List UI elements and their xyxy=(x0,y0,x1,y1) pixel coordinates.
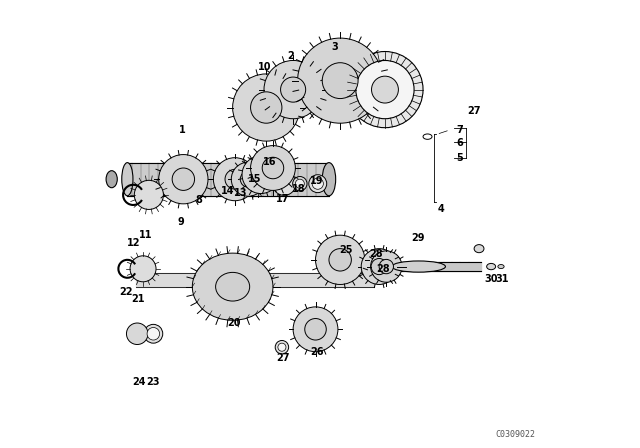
Text: 22: 22 xyxy=(120,287,133,297)
Ellipse shape xyxy=(231,162,266,196)
Text: 19: 19 xyxy=(310,177,323,186)
Text: 5: 5 xyxy=(456,153,463,163)
Text: 29: 29 xyxy=(411,233,424,243)
Text: 13: 13 xyxy=(234,188,248,198)
Text: C0309022: C0309022 xyxy=(495,430,535,439)
Ellipse shape xyxy=(130,256,156,282)
Ellipse shape xyxy=(293,307,338,352)
Ellipse shape xyxy=(273,172,296,195)
Text: 28: 28 xyxy=(369,250,383,259)
Ellipse shape xyxy=(216,272,250,301)
Ellipse shape xyxy=(474,245,484,253)
Text: 4: 4 xyxy=(438,204,444,214)
Ellipse shape xyxy=(371,251,402,282)
Text: 27: 27 xyxy=(467,106,481,116)
Ellipse shape xyxy=(347,52,423,128)
Ellipse shape xyxy=(262,157,284,179)
Ellipse shape xyxy=(106,171,117,188)
Text: 16: 16 xyxy=(263,157,276,167)
Ellipse shape xyxy=(309,175,327,193)
Text: 23: 23 xyxy=(147,377,160,387)
Ellipse shape xyxy=(233,74,300,141)
Ellipse shape xyxy=(192,253,273,320)
Ellipse shape xyxy=(250,92,282,123)
Text: 2: 2 xyxy=(287,51,294,61)
Ellipse shape xyxy=(323,163,336,196)
Text: 6: 6 xyxy=(456,138,463,148)
Text: 25: 25 xyxy=(339,245,353,255)
Ellipse shape xyxy=(159,155,208,204)
Ellipse shape xyxy=(356,60,414,119)
Text: 3: 3 xyxy=(332,42,338,52)
Ellipse shape xyxy=(172,168,195,190)
Text: 31: 31 xyxy=(495,274,509,284)
Ellipse shape xyxy=(213,158,257,201)
Ellipse shape xyxy=(278,343,286,351)
Text: 17: 17 xyxy=(276,194,289,204)
Ellipse shape xyxy=(127,323,148,345)
Text: 11: 11 xyxy=(140,230,153,240)
Text: 28: 28 xyxy=(376,264,390,274)
Ellipse shape xyxy=(486,263,495,270)
Ellipse shape xyxy=(252,166,270,184)
Ellipse shape xyxy=(275,340,289,354)
Ellipse shape xyxy=(251,146,296,190)
Ellipse shape xyxy=(372,76,399,103)
Text: 7: 7 xyxy=(456,125,463,135)
Text: 9: 9 xyxy=(178,217,184,227)
Ellipse shape xyxy=(329,249,351,271)
Text: 12: 12 xyxy=(127,238,141,248)
Text: 18: 18 xyxy=(292,184,305,194)
Text: 15: 15 xyxy=(248,174,262,184)
Ellipse shape xyxy=(298,38,383,123)
Text: 20: 20 xyxy=(227,318,241,327)
Ellipse shape xyxy=(144,324,163,343)
Ellipse shape xyxy=(292,177,307,191)
Text: 24: 24 xyxy=(132,377,146,387)
Text: 30: 30 xyxy=(484,274,498,284)
Ellipse shape xyxy=(264,60,323,119)
Ellipse shape xyxy=(316,235,365,284)
Ellipse shape xyxy=(240,171,257,187)
Ellipse shape xyxy=(242,156,280,194)
Text: 27: 27 xyxy=(276,353,290,363)
Ellipse shape xyxy=(280,77,306,102)
Ellipse shape xyxy=(371,258,387,275)
Text: 10: 10 xyxy=(258,62,271,72)
Ellipse shape xyxy=(498,264,504,269)
Ellipse shape xyxy=(392,261,445,272)
Text: 26: 26 xyxy=(310,347,324,357)
Ellipse shape xyxy=(147,327,159,340)
Ellipse shape xyxy=(122,163,133,196)
Text: 14: 14 xyxy=(221,186,234,196)
Ellipse shape xyxy=(312,178,323,190)
Ellipse shape xyxy=(379,259,394,274)
Ellipse shape xyxy=(361,249,397,284)
Text: 1: 1 xyxy=(179,125,186,135)
Ellipse shape xyxy=(296,179,305,188)
Ellipse shape xyxy=(134,181,163,210)
Ellipse shape xyxy=(225,169,244,189)
Ellipse shape xyxy=(323,63,358,99)
Text: 21: 21 xyxy=(131,294,145,304)
Ellipse shape xyxy=(305,319,326,340)
Text: 8: 8 xyxy=(196,195,202,205)
